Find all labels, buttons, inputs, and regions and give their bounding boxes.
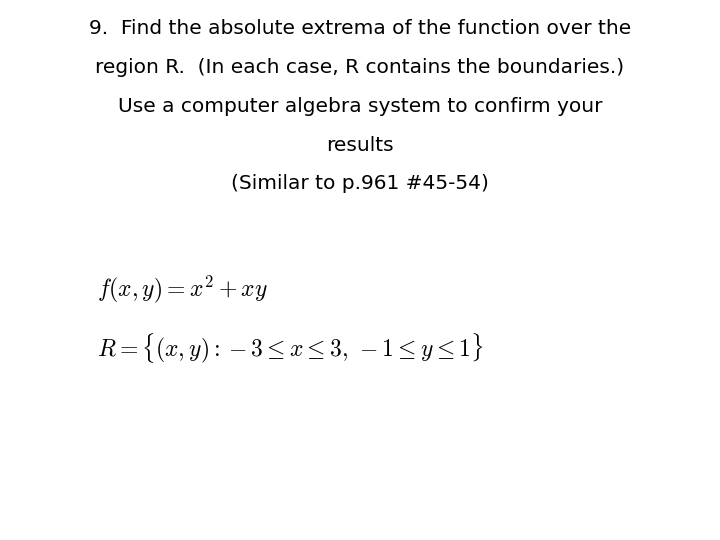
Text: 9.  Find the absolute extrema of the function over the: 9. Find the absolute extrema of the func… (89, 19, 631, 38)
Text: (Similar to p.961 #45-54): (Similar to p.961 #45-54) (231, 174, 489, 193)
Text: $R = \{(x, y): -3 \leq x \leq 3,\,-1 \leq y \leq 1\}$: $R = \{(x, y): -3 \leq x \leq 3,\,-1 \le… (97, 332, 484, 365)
Text: $f(x, y) = x^2 + xy$: $f(x, y) = x^2 + xy$ (97, 273, 268, 305)
Text: Use a computer algebra system to confirm your: Use a computer algebra system to confirm… (118, 97, 602, 116)
Text: region R.  (In each case, R contains the boundaries.): region R. (In each case, R contains the … (96, 58, 624, 77)
Text: results: results (326, 136, 394, 154)
